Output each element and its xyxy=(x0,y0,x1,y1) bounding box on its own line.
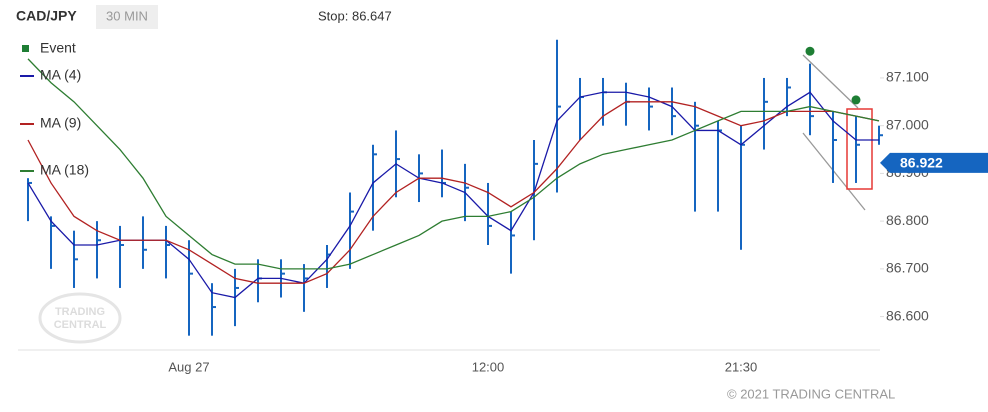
highlight-box xyxy=(846,108,873,190)
interval: 30 MIN xyxy=(106,8,148,23)
last-price-marker xyxy=(880,152,988,173)
x-tick-label: Aug 27 xyxy=(168,359,209,374)
interval-badge xyxy=(96,5,158,29)
copyright: © 2021 TRADING CENTRAL xyxy=(727,386,895,401)
legend-label: MA (4) xyxy=(40,67,81,83)
event-marker xyxy=(851,95,861,105)
watermark-text: CENTRAL xyxy=(54,319,107,331)
ma-line xyxy=(27,91,879,299)
legend-swatch xyxy=(22,45,29,52)
event-marker xyxy=(805,46,815,56)
y-tick-label: 86.600 xyxy=(886,307,929,323)
y-tick-label: 86.800 xyxy=(886,212,929,228)
stop-label: Stop: 86.647 xyxy=(318,8,392,23)
channel-line xyxy=(802,54,859,109)
ma-line xyxy=(27,58,880,270)
x-tick-label: 12:00 xyxy=(472,359,505,374)
y-tick-label: 87.000 xyxy=(886,116,929,132)
x-tick-label: 21:30 xyxy=(725,359,758,374)
watermark-text: TRADING xyxy=(55,306,105,318)
last-price-label: 86.922 xyxy=(900,155,943,171)
y-tick-label: 86.700 xyxy=(886,260,929,276)
watermark: TRADING CENTRAL xyxy=(38,292,122,344)
watermark-ring xyxy=(38,292,122,344)
legend-label: MA (18) xyxy=(40,162,89,178)
legend-label: Event xyxy=(40,40,76,56)
ma-line xyxy=(27,101,880,284)
y-tick-label: 87.100 xyxy=(886,69,929,85)
legend-label: MA (9) xyxy=(40,115,81,131)
chart-title: CAD/JPY xyxy=(16,8,77,24)
